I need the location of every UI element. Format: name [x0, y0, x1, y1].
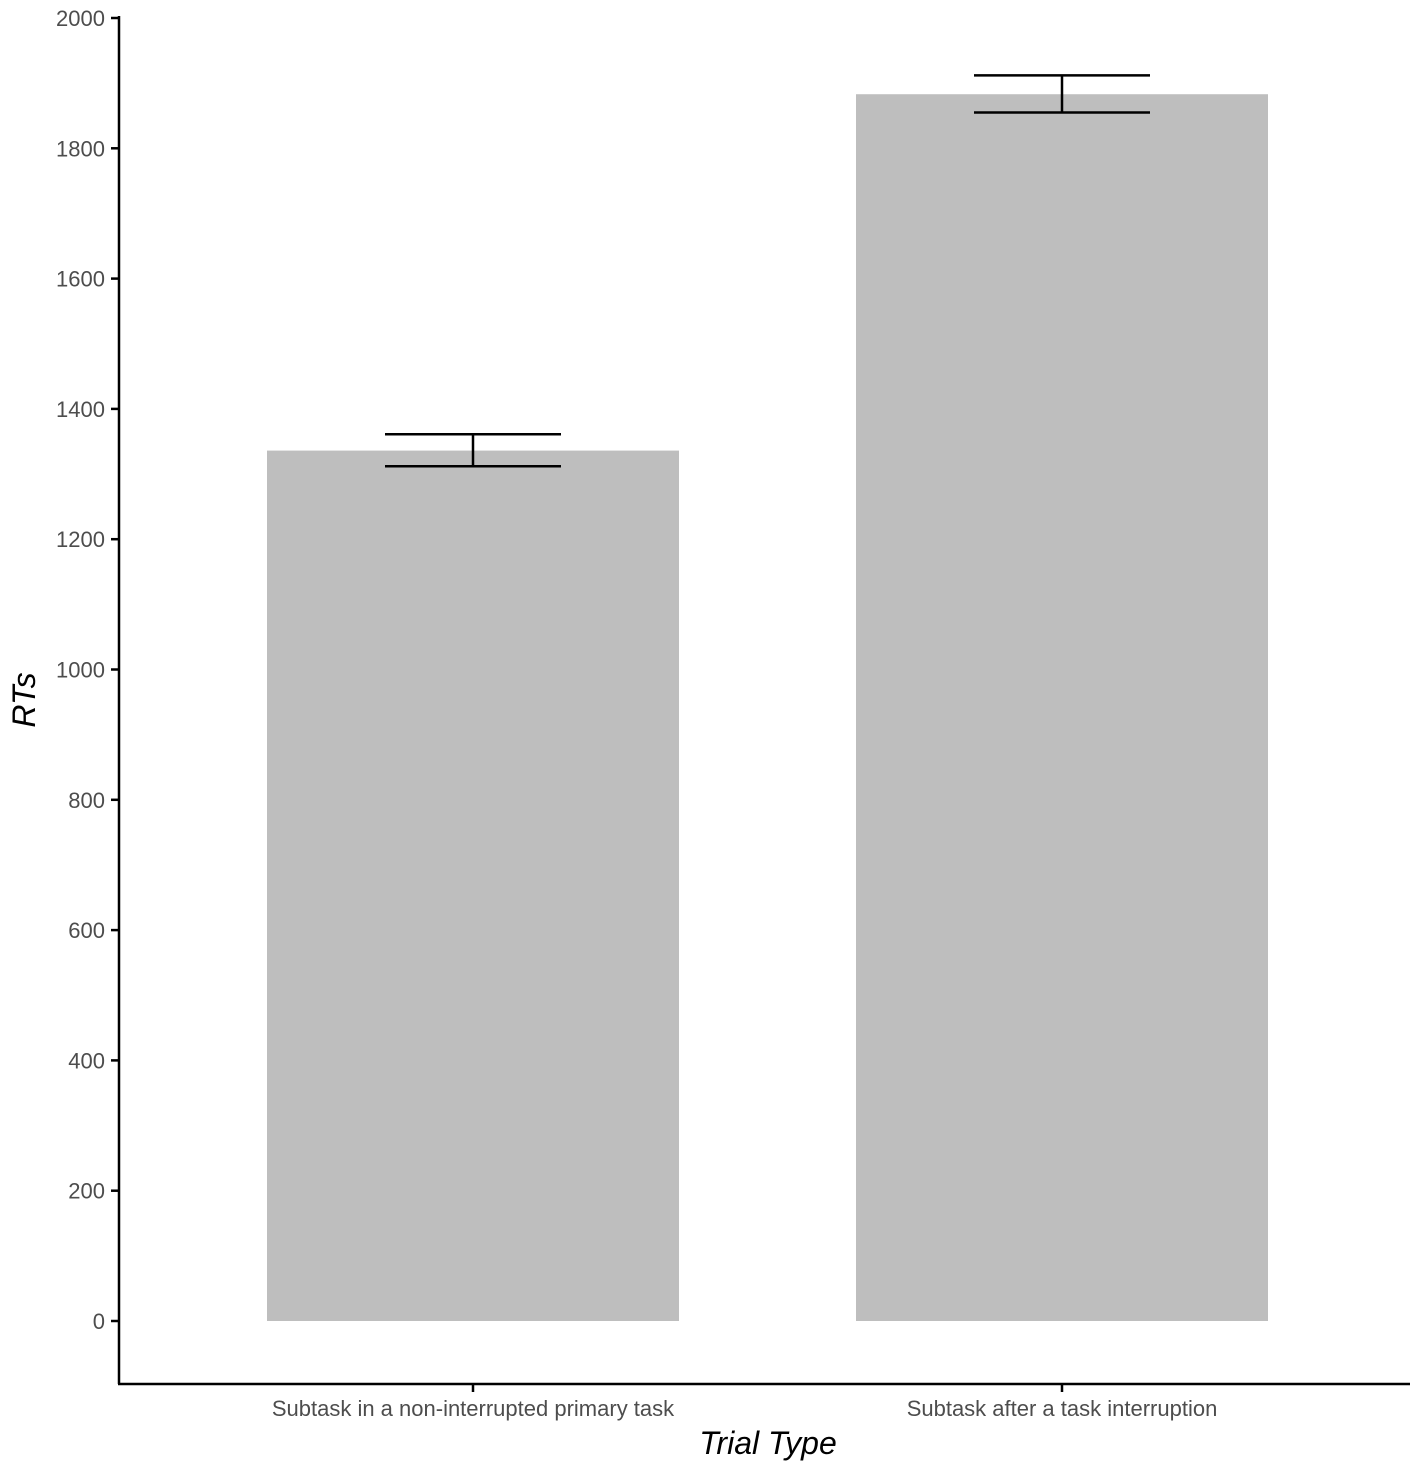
- y-tick-label: 1000: [56, 658, 105, 683]
- y-axis-title: RTs: [6, 672, 42, 727]
- y-tick-label: 1600: [56, 267, 105, 292]
- x-axis-ticks: Subtask in a non-interrupted primary tas…: [272, 1384, 1217, 1421]
- y-axis-ticks: 0 200 400 600 800 1000 1200 1400 1600 1800 2000: [56, 6, 119, 1334]
- x-tick-label: Subtask after a task interruption: [907, 1396, 1218, 1421]
- bars: [267, 94, 1268, 1322]
- y-tick-label: 400: [68, 1048, 105, 1073]
- y-tick-label: 2000: [56, 6, 105, 31]
- y-tick-label: 0: [93, 1309, 105, 1334]
- y-tick-label: 1800: [56, 136, 105, 161]
- bar: [856, 94, 1268, 1322]
- y-tick-label: 800: [68, 788, 105, 813]
- y-tick-label: 1400: [56, 397, 105, 422]
- bar: [267, 450, 679, 1321]
- x-axis-title: Trial Type: [699, 1425, 837, 1461]
- error-bars: [385, 74, 1150, 468]
- y-tick-label: 200: [68, 1179, 105, 1204]
- error-bar: [974, 74, 1150, 114]
- error-bar: [385, 433, 561, 468]
- y-tick-label: 1200: [56, 527, 105, 552]
- y-tick-label: 600: [68, 918, 105, 943]
- x-tick-label: Subtask in a non-interrupted primary tas…: [272, 1396, 675, 1421]
